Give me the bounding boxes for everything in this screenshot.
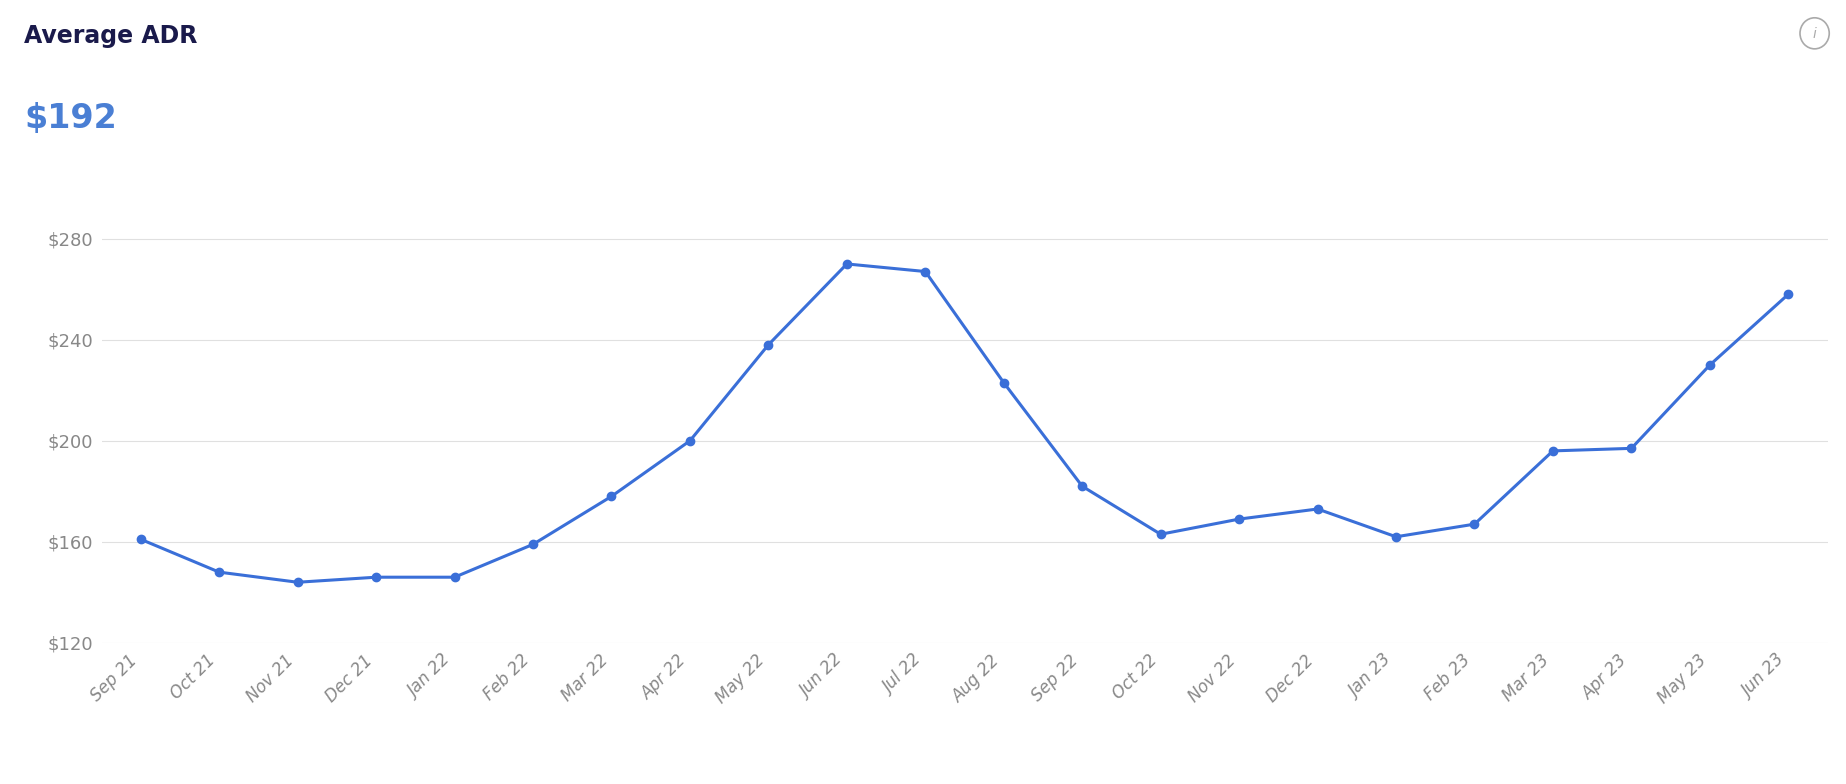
Text: $192: $192 bbox=[24, 102, 116, 135]
Text: Average ADR: Average ADR bbox=[24, 24, 198, 48]
Text: i: i bbox=[1813, 27, 1816, 41]
